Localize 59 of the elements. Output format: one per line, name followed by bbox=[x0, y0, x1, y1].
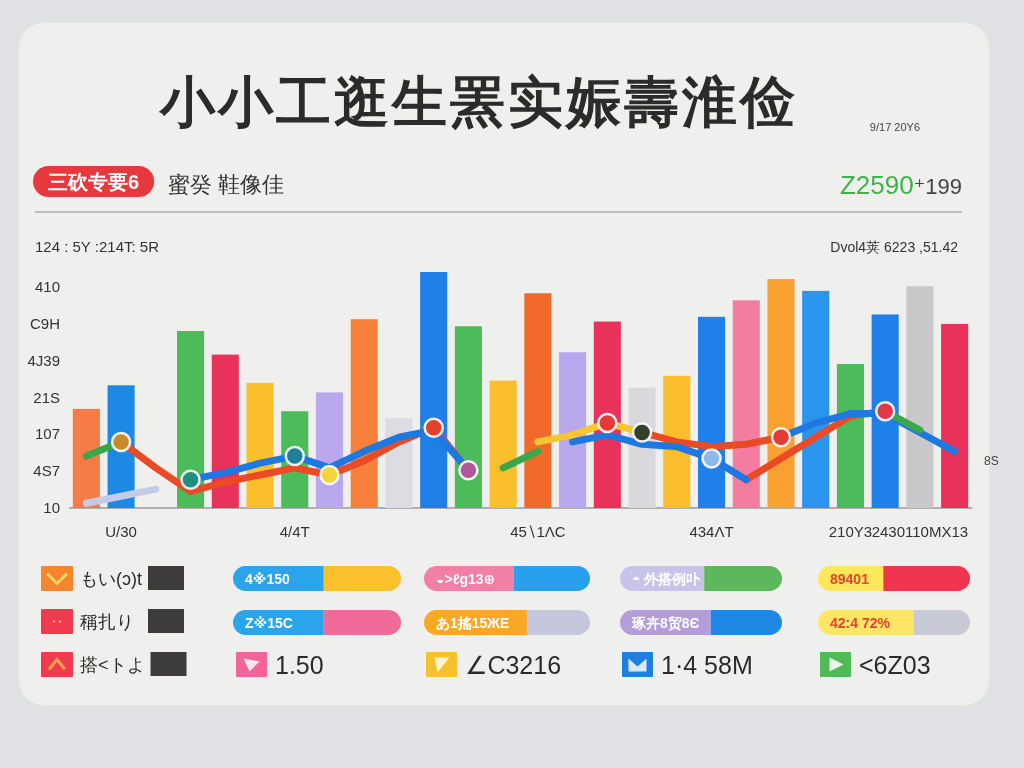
text: 1.50 bbox=[275, 651, 324, 679]
x-tick-label: U/30 bbox=[105, 523, 137, 540]
text: ∠C3216 bbox=[465, 651, 562, 679]
text: 10 bbox=[43, 499, 60, 516]
text: もい(ɔ)t bbox=[80, 569, 142, 589]
bar bbox=[489, 380, 517, 508]
text: 9/17 20Y6 bbox=[869, 121, 920, 133]
point bbox=[110, 431, 132, 453]
point bbox=[701, 448, 722, 469]
bar bbox=[350, 319, 378, 508]
bar bbox=[454, 326, 482, 508]
text: 4S7 bbox=[33, 462, 60, 480]
point bbox=[597, 412, 618, 434]
bar bbox=[941, 323, 969, 508]
chart-subtitle: 蜜癸 鞋像佳 bbox=[168, 172, 285, 197]
text: 搭<トよ bbox=[80, 655, 145, 675]
text: 8S bbox=[984, 454, 999, 468]
text: Dvol4荚 6223 ,51.42 bbox=[830, 239, 959, 255]
y-tick-label: 89401 bbox=[830, 570, 870, 587]
point bbox=[631, 422, 653, 443]
x-tick-label: 4/4T bbox=[279, 523, 310, 540]
bar bbox=[802, 290, 830, 508]
y-tick-label: ◒>ℓg13⊕ bbox=[436, 570, 496, 587]
bar bbox=[732, 300, 760, 508]
point bbox=[874, 400, 896, 422]
bar bbox=[72, 408, 100, 508]
text: <6Z03 bbox=[859, 651, 931, 679]
text: 1·4 58M bbox=[661, 651, 753, 679]
chart-title: 小小工逛生罴实娠壽淮俭 bbox=[158, 71, 798, 133]
text: 三砍专要6 bbox=[48, 171, 140, 193]
text: 稱扎り bbox=[80, 612, 134, 632]
x-tick-label: 2430110MX13 bbox=[871, 523, 969, 540]
text: C9H bbox=[29, 314, 60, 332]
bar bbox=[559, 352, 587, 508]
y-tick-label: ◓ 外搭例卟 bbox=[632, 570, 702, 587]
y-tick-label: 琢卉8贸8Є bbox=[631, 614, 700, 631]
point bbox=[284, 445, 305, 467]
point bbox=[319, 464, 340, 486]
bar bbox=[906, 286, 934, 508]
text: 410 bbox=[34, 278, 60, 295]
bar bbox=[211, 354, 239, 508]
text: Z2590 bbox=[839, 170, 914, 200]
bar bbox=[836, 364, 864, 508]
text: 124 : 5Y :214T: 5R bbox=[35, 238, 160, 255]
text: 21S bbox=[33, 388, 60, 406]
text: ⁺199 bbox=[913, 174, 962, 199]
bar bbox=[767, 279, 795, 508]
point bbox=[180, 469, 201, 490]
point bbox=[770, 426, 792, 448]
x-tick-label: 45∖1ΛC bbox=[510, 523, 566, 540]
x-tick-label: 210Y3 bbox=[828, 523, 873, 540]
y-tick-label: 42:4 72% bbox=[830, 614, 891, 631]
point bbox=[458, 459, 479, 481]
text: 107 bbox=[34, 425, 60, 443]
x-tick-label: 434ΛT bbox=[689, 523, 734, 540]
bar bbox=[524, 293, 552, 508]
text: 4J39 bbox=[27, 351, 60, 369]
point bbox=[423, 417, 444, 439]
y-tick-label: あ1搖15ЖЕ bbox=[436, 614, 510, 631]
